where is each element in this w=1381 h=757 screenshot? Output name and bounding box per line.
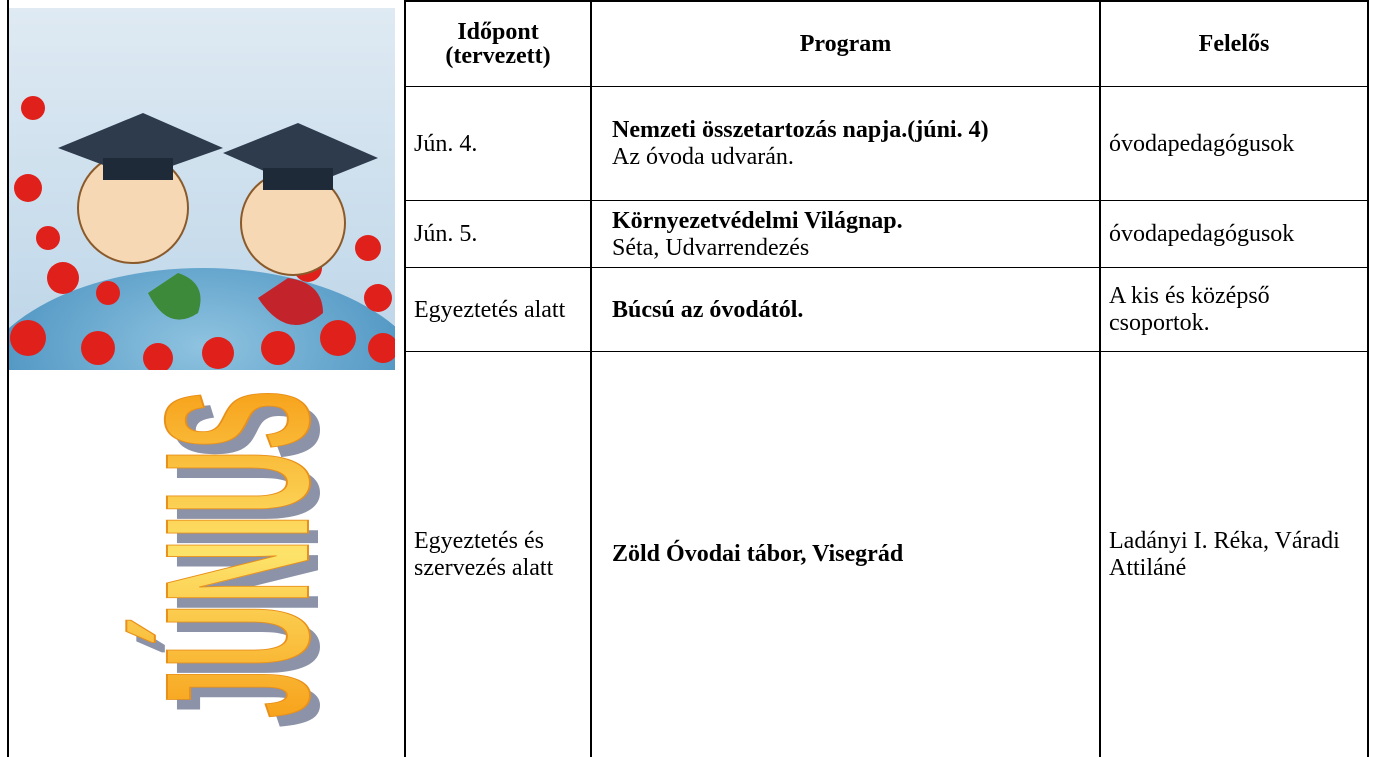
program-cell: Környezetvédelmi Világnap. Séta, Udvarren…: [592, 201, 1099, 268]
responsible-cell: A kis és középső csoportok.: [1109, 283, 1270, 336]
illustration: [8, 8, 395, 370]
program-title: Környezetvédelmi Világnap.: [612, 207, 903, 234]
border: [1099, 0, 1101, 757]
program-title: Búcsú az óvodától.: [612, 296, 804, 323]
date-cell: Jún. 5.: [414, 221, 478, 247]
date-cell: Jún. 4.: [414, 130, 478, 157]
program-cell: Búcsú az óvodától.: [592, 268, 1099, 352]
border: [404, 0, 406, 757]
program-detail: Séta, Udvarrendezés: [612, 234, 810, 261]
border: [405, 86, 1369, 87]
border: [405, 267, 1369, 268]
border: [7, 0, 9, 757]
program-title: Nemzeti összetartozás napja.(júni. 4): [612, 117, 989, 143]
header-cell: Felelős: [1198, 30, 1270, 57]
border: [405, 200, 1369, 201]
header-cell: Program: [799, 30, 892, 57]
program-title: Zöld Óvodai tábor, Visegrád: [612, 541, 904, 567]
border: [590, 0, 592, 757]
program-cell: Nemzeti összetartozás napja.(júni. 4) Az …: [592, 87, 1099, 201]
responsible-cell: óvodapedagógusok: [1109, 221, 1295, 247]
header-cell: Időpont (tervezett): [445, 19, 551, 69]
program-cell: Zöld Óvodai tábor, Visegrád: [592, 352, 1099, 757]
date-cell: Egyeztetés alatt: [414, 296, 566, 323]
month-label: JÚNIUS: [123, 390, 330, 718]
date-cell: Egyeztetés és szervezés alatt: [414, 527, 554, 581]
month-word-art: JÚNIUS JÚNIUS: [122, 389, 330, 728]
border: [405, 351, 1369, 352]
responsible-cell: Ladányi I. Réka, Váradi Attiláné: [1109, 527, 1340, 581]
program-detail: Az óvoda udvarán.: [612, 144, 794, 170]
responsible-cell: óvodapedagógusok: [1109, 130, 1295, 157]
month-label-shadow: JÚNIUS: [133, 400, 330, 728]
border: [1367, 0, 1369, 757]
border: [405, 0, 1369, 2]
